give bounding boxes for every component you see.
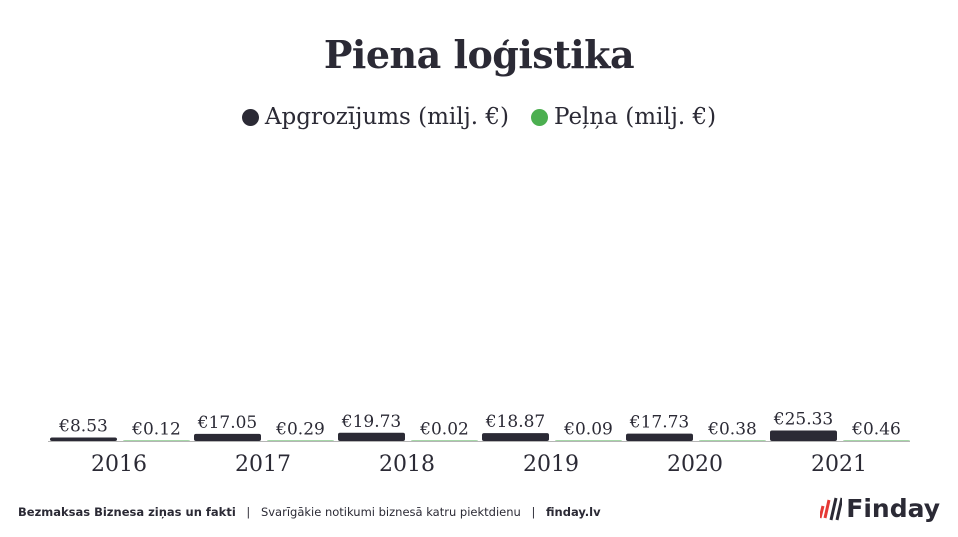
- bar-revenue: [338, 432, 405, 441]
- data-label-profit: €0.46: [851, 420, 901, 440]
- bar-revenue: [482, 433, 549, 441]
- data-label-revenue: €17.73: [629, 413, 689, 433]
- chart-title: Piena loģistika: [323, 32, 635, 77]
- footer-description: Svarīgākie notikumi biznesā katru piektd…: [260, 505, 521, 519]
- footer-website: finday.lv: [546, 505, 601, 519]
- bar-profit: [843, 440, 910, 441]
- footer-separator: |: [531, 505, 536, 519]
- x-tick-label: 2017: [235, 452, 291, 477]
- bar-profit: [699, 440, 766, 441]
- data-label-profit: €0.02: [419, 420, 469, 440]
- legend-label-revenue: Apgrozījums (milj. €): [264, 104, 509, 130]
- bar-profit: [411, 440, 478, 441]
- footer-separator: |: [246, 505, 251, 519]
- legend-item-profit: Peļņa (milj. €): [531, 104, 716, 130]
- bar-profit: [555, 440, 622, 441]
- chart-legend: Apgrozījums (milj. €) Peļņa (milj. €): [0, 104, 958, 130]
- bar-profit: [123, 440, 190, 441]
- x-tick-label: 2020: [667, 452, 723, 477]
- finday-logo-icon: [820, 497, 843, 520]
- data-label-revenue: €25.33: [773, 409, 833, 429]
- x-tick-label: 2016: [91, 452, 147, 477]
- data-label-revenue: €8.53: [58, 416, 108, 436]
- finday-logo: Finday: [820, 494, 940, 523]
- data-label-profit: €0.38: [707, 420, 757, 440]
- legend-marker-revenue: [241, 108, 259, 126]
- footer: Bezmaksas Biznesa ziņas un fakti | Svarī…: [18, 505, 601, 519]
- x-tick-label: 2021: [811, 452, 867, 477]
- bar-revenue: [626, 433, 693, 441]
- data-label-profit: €0.29: [275, 420, 325, 440]
- bar-profit: [267, 440, 334, 441]
- data-label-revenue: €18.87: [485, 412, 545, 432]
- data-label-profit: €0.09: [563, 420, 613, 440]
- data-label-profit: €0.12: [131, 420, 181, 440]
- x-tick-label: 2018: [379, 452, 435, 477]
- legend-item-revenue: Apgrozījums (milj. €): [241, 104, 509, 130]
- bar-revenue: [770, 430, 837, 441]
- finday-logo-text: Finday: [846, 494, 940, 523]
- data-label-revenue: €19.73: [341, 412, 401, 432]
- legend-marker-profit: [531, 108, 548, 126]
- footer-tagline: Bezmaksas Biznesa ziņas un fakti: [18, 505, 236, 519]
- bar-revenue: [194, 433, 261, 441]
- legend-label-profit: Peļņa (milj. €): [554, 104, 717, 130]
- bar-revenue: [50, 437, 117, 441]
- data-label-revenue: €17.05: [197, 413, 257, 433]
- x-tick-label: 2019: [523, 452, 579, 477]
